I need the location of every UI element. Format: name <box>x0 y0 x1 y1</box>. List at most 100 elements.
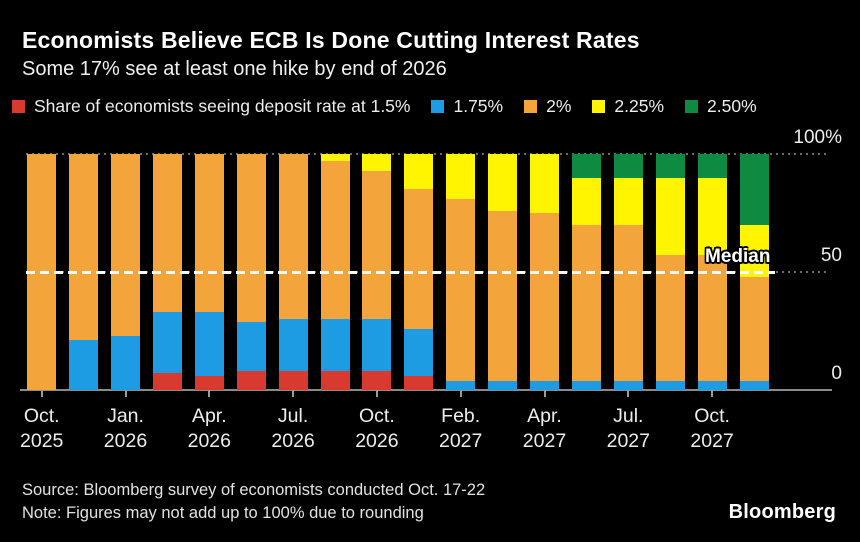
legend-label: Share of economists seeing deposit rate … <box>34 96 411 116</box>
bar-segment-175 <box>655 380 685 390</box>
x-tick-label: Oct. 2027 <box>664 404 760 455</box>
bar-segment-175 <box>697 380 727 390</box>
x-axis-line <box>20 389 832 391</box>
x-tick-label: Jan. 2026 <box>78 404 174 455</box>
bar-segment-2 <box>404 189 434 329</box>
bar-segment-175 <box>69 340 99 390</box>
bar-segment-2 <box>488 210 518 381</box>
bar-segment-225 <box>655 177 685 256</box>
x-tick-mark <box>208 390 211 397</box>
bar-segment-250 <box>571 154 601 178</box>
bar-segment-225 <box>739 224 769 277</box>
bar-segment-175 <box>320 319 350 372</box>
x-tick-month: Oct. <box>694 405 730 427</box>
bar-segment-225 <box>613 177 643 225</box>
legend-label: 1.75% <box>453 96 504 116</box>
bar-segment-250 <box>655 154 685 178</box>
bar-segment-15 <box>152 373 182 390</box>
bar <box>446 154 476 390</box>
bar-segment-2 <box>69 154 99 341</box>
bar <box>571 154 601 390</box>
bar-segment-175 <box>446 380 476 390</box>
bar-segment-2 <box>194 154 224 313</box>
bar-segment-225 <box>697 177 727 256</box>
x-tick-month: Oct. <box>23 405 60 427</box>
legend-swatch-icon <box>524 100 538 113</box>
x-tick-month: Jan. <box>107 405 144 427</box>
bar-segment-225 <box>362 154 392 171</box>
bar-segment-175 <box>571 380 601 390</box>
bar-segment-175 <box>278 319 308 372</box>
bar-segment-225 <box>488 154 518 211</box>
chart-subtitle: Some 17% see at least one hike by end of… <box>22 58 447 80</box>
x-tick-month: Jul. <box>613 405 644 427</box>
bar-segment-15 <box>320 371 350 390</box>
x-tick-month: Oct. <box>359 405 395 427</box>
bar-segment-15 <box>236 371 266 390</box>
y-axis-label: 50 <box>820 245 842 266</box>
bar-segment-225 <box>530 154 559 214</box>
bar <box>362 154 392 390</box>
bar <box>194 154 224 390</box>
x-tick-year: 2026 <box>103 430 148 453</box>
bar <box>488 154 518 390</box>
bar-segment-225 <box>320 154 350 162</box>
bar-segment-15 <box>362 371 392 390</box>
source-note: Source: Bloomberg survey of economists c… <box>22 481 486 499</box>
legend-label: 2% <box>546 96 572 116</box>
legend-item: Share of economists seeing deposit rate … <box>12 96 410 117</box>
x-tick-label: Oct. 2025 <box>0 404 90 455</box>
bloomberg-logo: Bloomberg <box>728 501 836 523</box>
bar-segment-15 <box>404 375 434 390</box>
bar-segment-2 <box>152 154 182 313</box>
bar <box>69 154 99 390</box>
x-tick-mark <box>40 390 43 397</box>
bar-segment-2 <box>320 161 350 320</box>
legend-item: 2.25% <box>592 96 664 117</box>
x-tick-label: Apr. 2027 <box>497 404 593 455</box>
legend-swatch-icon <box>431 100 445 113</box>
gridline-100 <box>26 153 830 155</box>
bar <box>404 154 434 390</box>
bar <box>111 154 140 390</box>
bar <box>530 154 559 390</box>
x-tick-mark <box>459 390 462 397</box>
x-tick-year: 2027 <box>438 430 483 453</box>
bar-segment-225 <box>446 154 476 199</box>
x-tick-label: Oct. 2026 <box>329 404 425 455</box>
legend-item: 1.75% <box>431 96 503 117</box>
x-tick-mark <box>627 390 630 397</box>
bar-segment-175 <box>488 380 518 390</box>
bar <box>739 154 769 390</box>
bar <box>236 154 266 390</box>
bar-segment-2 <box>530 213 559 381</box>
legend-swatch-icon <box>12 100 25 113</box>
bar-segment-15 <box>278 371 308 390</box>
x-tick-year: 2027 <box>690 430 734 453</box>
bar-segment-175 <box>362 319 392 372</box>
x-tick-label: Feb. 2027 <box>413 404 509 455</box>
bar-segment-175 <box>530 380 559 390</box>
bar-segment-175 <box>152 312 182 374</box>
bar <box>697 154 727 390</box>
bar-segment-2 <box>613 224 643 381</box>
x-tick-mark <box>124 390 127 397</box>
x-tick-year: 2027 <box>606 430 650 453</box>
legend-swatch-icon <box>685 100 699 113</box>
y-axis-label: 100% <box>793 127 842 148</box>
x-tick-mark <box>292 390 295 397</box>
legend-item: 2.50% <box>685 96 757 117</box>
bar-segment-175 <box>194 312 224 376</box>
bar-segment-2 <box>446 198 476 381</box>
bar-segment-175 <box>613 380 643 390</box>
chart-title: Economists Believe ECB Is Done Cutting I… <box>22 27 640 53</box>
bar <box>278 154 308 390</box>
legend-swatch-icon <box>592 100 606 113</box>
bar-segment-175 <box>404 328 434 376</box>
x-tick-mark <box>375 390 378 397</box>
x-tick-year: 2025 <box>20 430 64 453</box>
x-tick-year: 2026 <box>187 430 231 453</box>
x-tick-year: 2026 <box>271 430 315 453</box>
